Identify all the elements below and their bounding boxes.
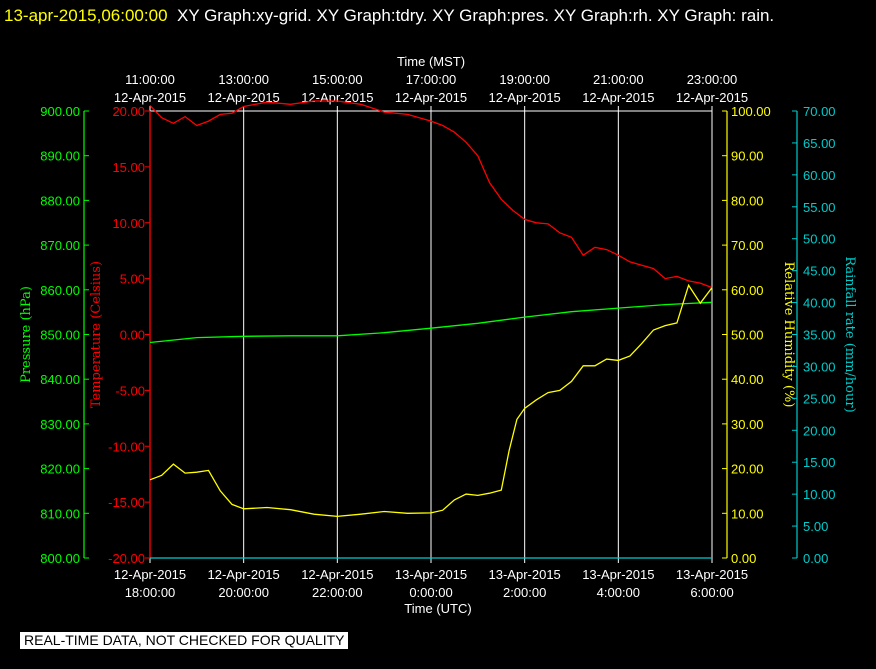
rain-tick-label: 30.00	[803, 359, 836, 374]
humidity-tick-label: 20.00	[731, 462, 764, 477]
series-tdry-line	[149, 100, 713, 289]
series-pres-line	[149, 301, 713, 344]
rain-tick-label: 5.00	[803, 519, 828, 534]
humidity-tick-label: 70.00	[731, 238, 764, 253]
x-top-tick-time: 23:00:00	[687, 72, 738, 87]
humidity-tick-label: 40.00	[731, 372, 764, 387]
humidity-tick-label: 90.00	[731, 149, 764, 164]
x-bottom-tick-time: 6:00:00	[690, 585, 733, 600]
pressure-tick-label: 800.00	[40, 551, 80, 566]
temperature-tick-label: -10.00	[108, 439, 145, 454]
x-bottom-tick-time: 20:00:00	[218, 585, 269, 600]
pressure-tick-label: 830.00	[40, 417, 80, 432]
humidity-tick-label: 100.00	[731, 104, 771, 119]
rain-tick-label: 15.00	[803, 455, 836, 470]
x-bottom-tick-time: 0:00:00	[409, 585, 452, 600]
temperature-tick-label: -20.00	[108, 551, 145, 566]
x-top-tick-date: 12-Apr-2015	[395, 90, 467, 105]
x-top-tick-time: 11:00:00	[125, 72, 175, 87]
x-top-tick-date: 12-Apr-2015	[489, 90, 561, 105]
x-top-tick-time: 21:00:00	[593, 72, 644, 87]
rain-tick-label: 0.00	[803, 551, 828, 566]
rain-tick-label: 50.00	[803, 232, 836, 247]
pressure-tick-label: 870.00	[40, 238, 80, 253]
series-rh-line	[149, 283, 713, 518]
rain-tick-label: 70.00	[803, 104, 836, 119]
graph-header: 13-apr-2015,06:00:00 XY Graph:xy-grid. X…	[4, 2, 864, 30]
axes: 11:00:00 12-Apr-2015 13:00:00 12-Apr-2015 15…	[19, 54, 857, 616]
x-top-tick-date: 12-Apr-2015	[301, 90, 373, 105]
temperature-tick-label: -5.00	[115, 383, 145, 398]
rain-tick-label: 25.00	[803, 391, 836, 406]
x-bottom-tick-time: 4:00:00	[597, 585, 640, 600]
x-bottom-tick-date: 12-Apr-2015	[301, 567, 373, 582]
humidity-tick-label: 30.00	[731, 417, 764, 432]
temperature-tick-label: 15.00	[112, 160, 145, 175]
x-top-tick-date: 12-Apr-2015	[676, 90, 748, 105]
rain-tick-label: 20.00	[803, 423, 836, 438]
pressure-tick-label: 880.00	[40, 193, 80, 208]
temperature-tick-label: 10.00	[112, 216, 145, 231]
x-bottom-tick-date: 13-Apr-2015	[676, 567, 748, 582]
rain-tick-label: 35.00	[803, 328, 836, 343]
rain-tick-label: 10.00	[803, 487, 836, 502]
x-top-tick-date: 12-Apr-2015	[208, 90, 280, 105]
rain-tick-label: 55.00	[803, 200, 836, 215]
x-bottom-tick-time: 18:00:00	[125, 585, 176, 600]
humidity-tick-label: 60.00	[731, 283, 764, 298]
series-lines	[149, 100, 713, 559]
x-bottom-tick-date: 13-Apr-2015	[395, 567, 467, 582]
humidity-tick-label: 10.00	[731, 506, 764, 521]
humidity-axis-title: Relative Humidity (%)	[781, 262, 796, 408]
rain-tick-label: 65.00	[803, 136, 836, 151]
x-top-tick-time: 13:00:00	[218, 72, 269, 87]
pressure-tick-label: 840.00	[40, 372, 80, 387]
temperature-axis-title: Temperature (Celsius)	[89, 261, 104, 408]
rain-tick-label: 60.00	[803, 168, 836, 183]
grid-lines	[243, 111, 619, 558]
x-top-axis-title: Time (MST)	[397, 54, 465, 69]
x-bottom-tick-date: 12-Apr-2015	[114, 567, 186, 582]
pressure-axis-title: Pressure (hPa)	[19, 286, 34, 383]
x-bottom-tick-date: 13-Apr-2015	[582, 567, 654, 582]
x-top-tick-time: 15:00:00	[312, 72, 363, 87]
x-bottom-tick-date: 13-Apr-2015	[489, 567, 561, 582]
humidity-tick-label: 50.00	[731, 328, 764, 343]
temperature-tick-label: 20.00	[112, 104, 145, 119]
pressure-tick-label: 850.00	[40, 328, 80, 343]
temperature-tick-label: 0.00	[120, 328, 145, 343]
pressure-tick-label: 860.00	[40, 283, 80, 298]
x-bottom-tick-time: 2:00:00	[503, 585, 546, 600]
x-bottom-tick-date: 12-Apr-2015	[208, 567, 280, 582]
humidity-tick-label: 80.00	[731, 193, 764, 208]
header-timestamp: 13-apr-2015,06:00:00	[4, 6, 168, 25]
x-bottom-axis-title: Time (UTC)	[404, 601, 471, 616]
x-top-tick-date: 12-Apr-2015	[114, 90, 186, 105]
x-top-tick-time: 17:00:00	[406, 72, 457, 87]
x-top-tick-date: 12-Apr-2015	[582, 90, 654, 105]
humidity-tick-label: 0.00	[731, 551, 756, 566]
rain-axis-title: Rainfall rate (mm/hour)	[842, 256, 857, 412]
rain-tick-label: 45.00	[803, 264, 836, 279]
header-graph-titles: XY Graph:xy-grid. XY Graph:tdry. XY Grap…	[176, 6, 775, 25]
pressure-tick-label: 900.00	[40, 104, 80, 119]
x-top-tick-time: 19:00:00	[499, 72, 550, 87]
temperature-tick-label: -15.00	[108, 495, 145, 510]
pressure-tick-label: 810.00	[40, 506, 80, 521]
pressure-tick-label: 890.00	[40, 149, 80, 164]
temperature-tick-label: 5.00	[120, 272, 145, 287]
x-bottom-tick-time: 22:00:00	[312, 585, 363, 600]
quality-warning-banner: REAL-TIME DATA, NOT CHECKED FOR QUALITY	[20, 632, 349, 649]
pressure-tick-label: 820.00	[40, 462, 80, 477]
rain-tick-label: 40.00	[803, 296, 836, 311]
